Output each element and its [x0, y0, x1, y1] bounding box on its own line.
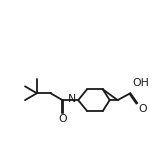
Text: N: N: [68, 94, 76, 104]
Text: O: O: [58, 114, 67, 124]
Text: O: O: [138, 104, 147, 114]
Text: OH: OH: [132, 78, 149, 88]
